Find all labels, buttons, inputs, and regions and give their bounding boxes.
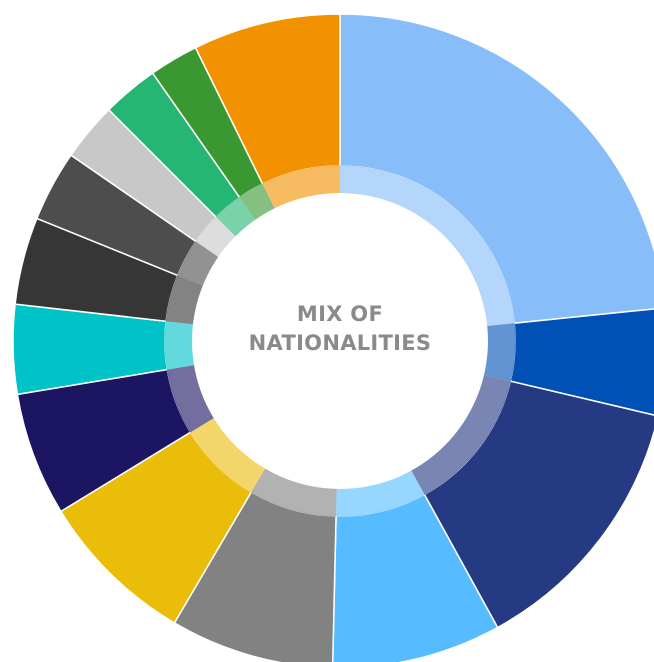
slice-3-inner — [410, 374, 511, 495]
slice-2-inner — [483, 323, 516, 382]
slice-6-inner — [190, 417, 266, 493]
outer-slices — [12, 13, 654, 662]
slice-8-inner — [164, 321, 195, 370]
center-label: MIX OF NATIONALITIES — [225, 300, 455, 358]
center-label-line-2: NATIONALITIES — [248, 331, 432, 355]
center-label-line-1: MIX OF — [296, 302, 384, 326]
slice-14-inner — [262, 165, 340, 210]
inner-ring-veil — [165, 166, 515, 516]
inner-overlay-slices — [164, 165, 516, 517]
slice-7-inner — [166, 364, 215, 433]
slice-4-inner — [336, 469, 425, 517]
center-hole — [192, 193, 488, 489]
slice-5-inner — [251, 467, 337, 517]
slice-9-inner — [165, 275, 204, 325]
slice-13-inner — [239, 183, 276, 221]
slice-1-inner — [340, 165, 515, 327]
